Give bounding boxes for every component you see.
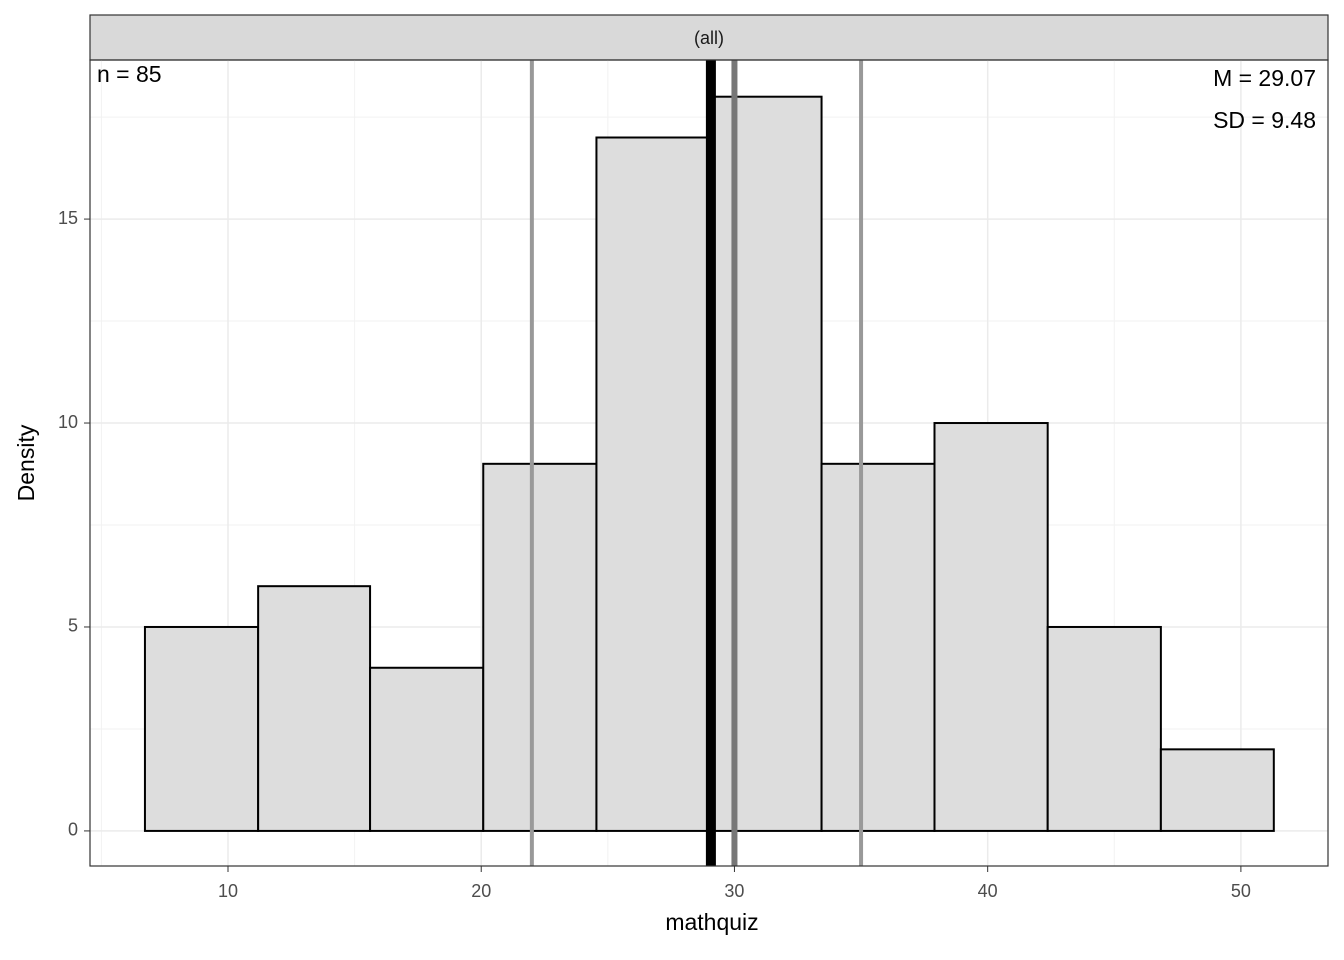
mean-annotation: M = 29.07 [1213,65,1316,91]
x-tick-label: 40 [978,881,998,901]
sd-annotation: SD = 9.48 [1213,107,1316,133]
y-tick-label: 0 [68,820,78,840]
bar [257,585,372,832]
bar [1046,625,1162,832]
bar [143,625,260,832]
x-tick-label: 30 [724,881,744,901]
x-tick-label: 20 [471,881,491,901]
bar [1159,748,1275,832]
bar [933,422,1049,832]
y-tick-label: 10 [58,412,78,432]
plot-area [90,60,1328,866]
panel-border [89,59,1329,867]
bar [708,95,823,832]
y-tick-label: 15 [58,208,78,228]
strip [89,14,1329,61]
bar [482,462,598,832]
y-tick-label: 5 [68,616,78,636]
y-axis-title: Density [13,424,39,501]
bar [595,136,711,832]
x-tick-label: 50 [1231,881,1251,901]
bar [369,666,485,832]
n-annotation: n = 85 [97,61,162,87]
bar [820,462,936,832]
x-tick-label: 10 [218,881,238,901]
x-axis-title: mathquiz [665,909,758,935]
strip-label: (all) [694,28,724,48]
